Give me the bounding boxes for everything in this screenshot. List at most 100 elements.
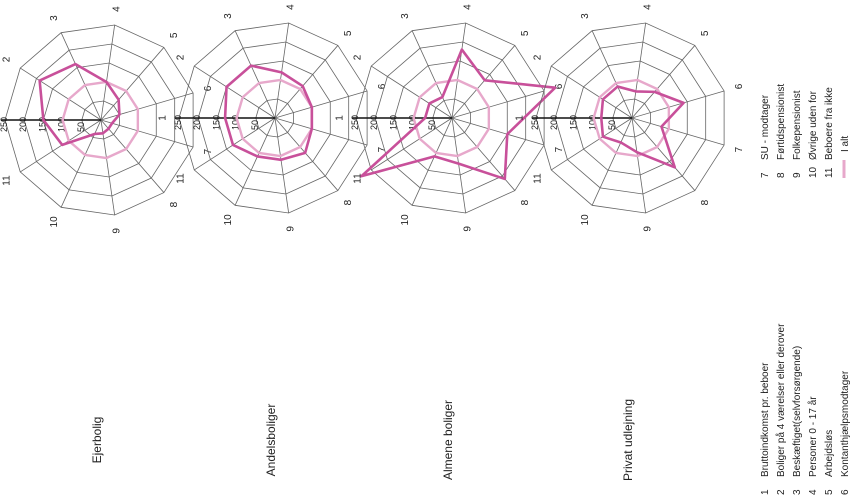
grid-spoke: [551, 117, 633, 171]
grid-ring: [432, 98, 471, 138]
ring-label: 50: [427, 120, 437, 130]
axis-label: 1: [158, 115, 169, 121]
legend-text: Førtidspensionist: [776, 84, 787, 160]
grid-spoke: [274, 117, 290, 214]
grid-spoke: [371, 65, 453, 119]
grid-ring: [255, 98, 294, 138]
grid-spoke: [20, 67, 102, 121]
radar-chart-1: 250 200 150 100 50 1 2 3 4 5 6 7 8 9 10 11 Ejerbolig: [0, 6, 214, 463]
ring-label: 150: [568, 115, 578, 130]
grid-spoke: [274, 45, 339, 119]
series-line-reference: [61, 80, 140, 160]
legend-text: Øvrige uden for: [808, 90, 819, 160]
grid-spoke: [411, 117, 453, 206]
grid-spoke: [100, 119, 165, 193]
axis-label: 7: [734, 146, 745, 152]
grid-spoke: [631, 90, 725, 119]
axis-label: 10: [580, 214, 591, 226]
legend-number: 1: [760, 489, 771, 495]
axis-label: 11: [532, 173, 543, 184]
ring-label: 200: [549, 115, 559, 130]
grid-spoke: [591, 117, 633, 206]
legend-text: Personer 0 - 17 år: [807, 396, 819, 477]
grid-spoke: [234, 30, 276, 119]
grid-spoke: [451, 117, 467, 214]
grid-spoke: [451, 45, 516, 119]
axis-label: 6: [377, 83, 388, 89]
grid-spoke: [274, 90, 368, 119]
grid-spoke: [551, 65, 633, 119]
grid-ring: [197, 41, 350, 195]
ring-label: 50: [76, 122, 86, 132]
ring-label: 250: [530, 115, 540, 130]
axis-label: 10: [223, 214, 234, 226]
legend-number: 3: [792, 489, 803, 495]
axis-label: 2: [532, 54, 543, 60]
axis-label: 1: [335, 115, 346, 121]
legend: 1 Bruttoindkomst pr. beboer 2 Boliger på 4 …: [760, 84, 851, 495]
axis-label: 9: [112, 228, 123, 234]
series-line-reference: [412, 78, 491, 158]
grid-ring: [535, 22, 725, 214]
series-line-data: [360, 48, 557, 181]
grid-spoke: [371, 117, 453, 171]
legend-number: 2: [776, 489, 787, 495]
legend-number: 4: [808, 489, 819, 495]
ring-label: 50: [250, 120, 260, 130]
chart-title: Privat udlejning: [621, 399, 635, 481]
grid-spoke: [631, 117, 647, 214]
grid-spoke: [100, 119, 194, 148]
axis-label: 7: [377, 146, 388, 152]
grid-spoke: [631, 117, 725, 146]
grid-ring: [4, 24, 194, 216]
axis-label: 9: [286, 226, 297, 232]
axis-label: 4: [463, 4, 474, 10]
legend-number: 9: [792, 172, 803, 178]
grid-spoke: [274, 117, 368, 146]
legend-text: Beboere fra ikke: [824, 87, 835, 160]
legend-text: SU - modtager: [760, 94, 771, 160]
grid-ring: [393, 60, 508, 176]
grid-spoke: [274, 22, 290, 119]
axis-label: 5: [700, 30, 711, 36]
axis-label: 11: [1, 175, 12, 186]
legend-text: Folkepensionist: [792, 90, 803, 160]
grid-ring: [612, 98, 651, 138]
legend-text: Bruttoindkomst pr. beboer: [760, 362, 771, 477]
grid-spoke: [274, 117, 339, 191]
legend-number: 6: [840, 489, 851, 495]
axis-label: 8: [520, 199, 531, 205]
axis-label: 9: [463, 226, 474, 232]
axis-label: 6: [554, 83, 565, 89]
grid-spoke: [591, 30, 633, 119]
axis-label: 1: [515, 115, 526, 121]
grid-ring: [554, 41, 707, 195]
axis-label: 7: [203, 148, 214, 154]
axis-label: 9: [643, 226, 654, 232]
grid-ring: [573, 60, 688, 176]
legend-text: Kontanthjælpsmodtager: [840, 370, 851, 477]
chart-title: Ejerbolig: [90, 417, 104, 464]
legend-text: Arbejdsløs: [824, 430, 835, 477]
axis-label: 6: [734, 83, 745, 89]
axis-label: 4: [112, 6, 123, 12]
axis-label: 3: [580, 13, 591, 19]
axis-label: 4: [643, 4, 654, 10]
grid-spoke: [631, 117, 696, 191]
axis-label: 10: [400, 214, 411, 226]
grid-spoke: [631, 45, 696, 119]
axis-label: 8: [343, 199, 354, 205]
axis-label: 3: [49, 15, 60, 21]
axis-label: 2: [175, 54, 186, 60]
ring-label: 250: [0, 117, 9, 132]
grid-spoke: [411, 30, 453, 119]
grid-ring: [42, 62, 157, 178]
legend-number: 11: [824, 167, 835, 178]
series-line-data: [599, 85, 685, 169]
radar-chart-2: 250 200 150 100 50 1 2 3 4 5 6 7 8 9 10 11 Andelsboliger: [158, 4, 388, 476]
axis-label: 3: [223, 13, 234, 19]
grid-spoke: [60, 32, 102, 121]
grid-ring: [23, 43, 176, 197]
ring-label: 200: [18, 117, 28, 132]
